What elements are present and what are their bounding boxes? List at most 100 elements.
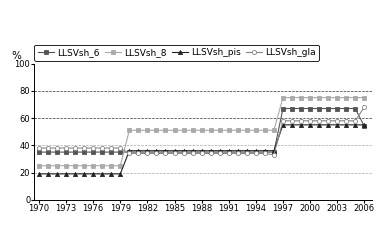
LLSVsh_pis	[136, 149, 141, 152]
LLSVsh_6	[326, 107, 331, 110]
LLSVsh_pis	[82, 173, 87, 175]
LLSVsh_pis	[100, 173, 105, 175]
LLSVsh_pis	[190, 149, 195, 152]
LLSVsh_6	[236, 151, 240, 153]
LLSVsh_6	[290, 107, 294, 110]
LLSVsh_8	[82, 164, 87, 167]
LLSVsh_gla	[91, 147, 95, 149]
LLSVsh_6	[136, 151, 141, 153]
LLSVsh_8	[218, 129, 222, 132]
LLSVsh_6	[118, 151, 123, 153]
LLSVsh_gla	[199, 152, 204, 155]
LLSVsh_8	[127, 129, 132, 132]
LLSVsh_6	[344, 107, 349, 110]
LLSVsh_6	[281, 107, 285, 110]
LLSVsh_8	[109, 164, 114, 167]
LLSVsh_gla	[362, 106, 367, 109]
LLSVsh_pis	[326, 123, 331, 126]
LLSVsh_6	[82, 151, 87, 153]
LLSVsh_6	[199, 151, 204, 153]
LLSVsh_pis	[244, 149, 249, 152]
LLSVsh_6	[100, 151, 105, 153]
LLSVsh_8	[299, 96, 303, 99]
LLSVsh_gla	[55, 147, 59, 149]
LLSVsh_8	[226, 129, 231, 132]
LLSVsh_pis	[236, 149, 240, 152]
LLSVsh_gla	[218, 152, 222, 155]
LLSVsh_8	[46, 164, 50, 167]
LLSVsh_8	[263, 129, 267, 132]
LLSVsh_6	[226, 151, 231, 153]
LLSVsh_6	[163, 151, 168, 153]
LLSVsh_pis	[163, 149, 168, 152]
LLSVsh_pis	[226, 149, 231, 152]
LLSVsh_pis	[344, 123, 349, 126]
LLSVsh_6	[55, 151, 59, 153]
LLSVsh_8	[254, 129, 258, 132]
LLSVsh_pis	[46, 173, 50, 175]
LLSVsh_gla	[263, 152, 267, 155]
LLSVsh_pis	[208, 149, 213, 152]
LLSVsh_8	[136, 129, 141, 132]
LLSVsh_6	[218, 151, 222, 153]
LLSVsh_gla	[37, 147, 41, 149]
LLSVsh_6	[335, 107, 339, 110]
LLSVsh_8	[190, 129, 195, 132]
LLSVsh_pis	[118, 173, 123, 175]
LLSVsh_pis	[254, 149, 258, 152]
LLSVsh_pis	[127, 149, 132, 152]
LLSVsh_pis	[308, 123, 313, 126]
LLSVsh_pis	[272, 149, 276, 152]
LLSVsh_6	[109, 151, 114, 153]
LLSVsh_8	[290, 96, 294, 99]
LLSVsh_6	[353, 107, 358, 110]
LLSVsh_8	[236, 129, 240, 132]
LLSVsh_6	[172, 151, 177, 153]
LLSVsh_8	[353, 96, 358, 99]
LLSVsh_8	[37, 164, 41, 167]
LLSVsh_gla	[163, 152, 168, 155]
Line: LLSVsh_pis: LLSVsh_pis	[37, 123, 367, 176]
LLSVsh_6	[127, 151, 132, 153]
LLSVsh_pis	[199, 149, 204, 152]
LLSVsh_pis	[317, 123, 321, 126]
LLSVsh_8	[55, 164, 59, 167]
LLSVsh_8	[91, 164, 95, 167]
LLSVsh_6	[37, 151, 41, 153]
LLSVsh_pis	[73, 173, 77, 175]
LLSVsh_6	[317, 107, 321, 110]
LLSVsh_pis	[109, 173, 114, 175]
LLSVsh_6	[362, 125, 367, 128]
LLSVsh_gla	[46, 147, 50, 149]
LLSVsh_pis	[281, 123, 285, 126]
LLSVsh_gla	[73, 147, 77, 149]
Line: LLSVsh_6: LLSVsh_6	[37, 106, 367, 154]
LLSVsh_gla	[154, 152, 159, 155]
LLSVsh_8	[181, 129, 186, 132]
LLSVsh_pis	[64, 173, 69, 175]
LLSVsh_gla	[308, 119, 313, 122]
LLSVsh_pis	[91, 173, 95, 175]
LLSVsh_8	[208, 129, 213, 132]
LLSVsh_gla	[281, 119, 285, 122]
LLSVsh_8	[344, 96, 349, 99]
LLSVsh_8	[335, 96, 339, 99]
LLSVsh_pis	[362, 123, 367, 126]
LLSVsh_pis	[263, 149, 267, 152]
Line: LLSVsh_gla: LLSVsh_gla	[37, 105, 367, 157]
LLSVsh_gla	[299, 119, 303, 122]
LLSVsh_8	[163, 129, 168, 132]
LLSVsh_6	[208, 151, 213, 153]
LLSVsh_gla	[226, 152, 231, 155]
LLSVsh_8	[145, 129, 150, 132]
LLSVsh_6	[308, 107, 313, 110]
LLSVsh_8	[272, 129, 276, 132]
LLSVsh_8	[100, 164, 105, 167]
LLSVsh_gla	[272, 153, 276, 156]
LLSVsh_6	[244, 151, 249, 153]
LLSVsh_pis	[55, 173, 59, 175]
LLSVsh_6	[91, 151, 95, 153]
LLSVsh_gla	[335, 119, 339, 122]
LLSVsh_6	[299, 107, 303, 110]
LLSVsh_gla	[344, 119, 349, 122]
